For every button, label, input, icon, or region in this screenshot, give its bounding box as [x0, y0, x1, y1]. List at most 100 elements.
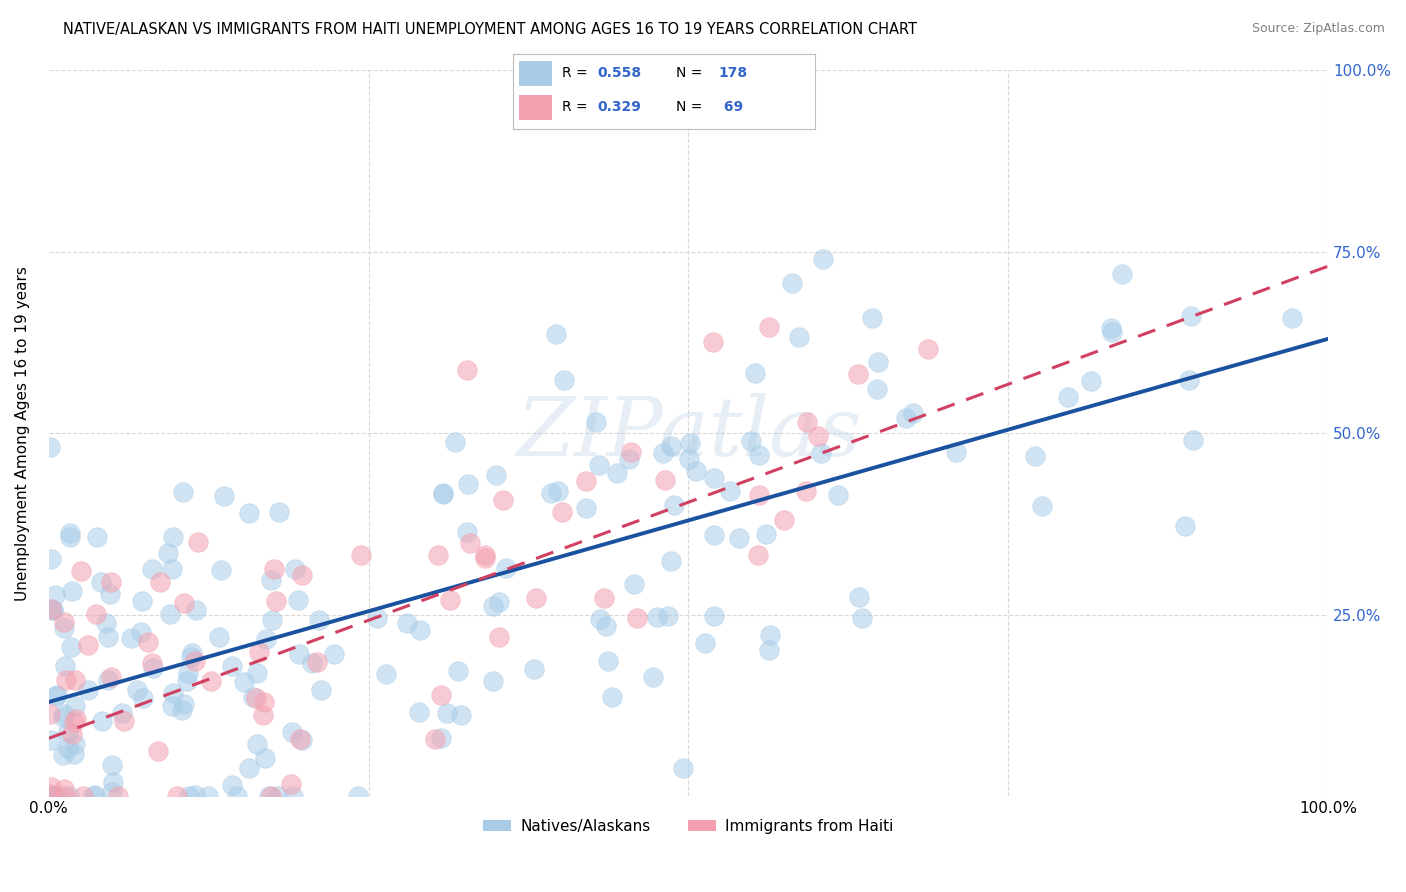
- Point: [748, 487, 770, 501]
- Point: [149, 574, 172, 589]
- Point: [747, 548, 769, 562]
- Point: [685, 464, 707, 478]
- Point: [60, 640, 83, 654]
- Point: [90, 574, 112, 589]
- Point: [806, 429, 828, 443]
- Point: [58, 530, 80, 544]
- Point: [846, 367, 869, 381]
- Point: [540, 486, 562, 500]
- Point: [63, 714, 86, 729]
- Point: [350, 548, 373, 562]
- Point: [585, 415, 607, 429]
- Point: [626, 610, 648, 624]
- Point: [41, 733, 63, 747]
- Point: [288, 731, 311, 746]
- Point: [246, 666, 269, 681]
- Point: [52, 615, 75, 629]
- Point: [53, 621, 76, 635]
- Text: N =: N =: [676, 66, 707, 80]
- Bar: [519, 95, 553, 120]
- Point: [860, 311, 883, 326]
- Point: [425, 731, 447, 746]
- Point: [70, 564, 93, 578]
- Point: [311, 683, 333, 698]
- Point: [39, 787, 62, 801]
- Point: [322, 647, 344, 661]
- Point: [107, 789, 129, 804]
- Point: [1101, 326, 1123, 340]
- Point: [72, 789, 94, 804]
- Point: [866, 355, 889, 369]
- Point: [395, 615, 418, 630]
- Point: [284, 562, 307, 576]
- Point: [409, 624, 432, 638]
- Point: [65, 712, 87, 726]
- Point: [945, 445, 967, 459]
- Point: [619, 451, 641, 466]
- Point: [780, 276, 803, 290]
- Point: [482, 599, 505, 614]
- Point: [546, 327, 568, 342]
- Point: [589, 612, 612, 626]
- Point: [162, 686, 184, 700]
- Point: [436, 706, 458, 720]
- Point: [83, 789, 105, 803]
- Point: [866, 382, 889, 396]
- Point: [450, 707, 472, 722]
- Point: [447, 664, 470, 678]
- Point: [180, 649, 202, 664]
- Point: [97, 673, 120, 687]
- Point: [82, 789, 104, 804]
- Point: [901, 406, 924, 420]
- Point: [759, 628, 782, 642]
- Point: [84, 607, 107, 622]
- Point: [221, 658, 243, 673]
- Point: [60, 726, 83, 740]
- Text: R =: R =: [561, 101, 592, 114]
- Point: [253, 751, 276, 765]
- Point: [159, 607, 181, 622]
- Point: [233, 674, 256, 689]
- Point: [52, 789, 75, 804]
- Point: [1111, 267, 1133, 281]
- Point: [457, 477, 479, 491]
- Point: [41, 552, 63, 566]
- Point: [98, 587, 121, 601]
- Point: [200, 673, 222, 688]
- Point: [100, 758, 122, 772]
- Point: [172, 485, 194, 500]
- Point: [672, 761, 695, 775]
- Point: [523, 662, 546, 676]
- Bar: [519, 62, 553, 87]
- Point: [456, 525, 478, 540]
- Point: [211, 563, 233, 577]
- Point: [120, 631, 142, 645]
- Point: [727, 531, 749, 545]
- Point: [260, 789, 283, 804]
- Point: [56, 740, 79, 755]
- Point: [131, 594, 153, 608]
- Point: [39, 789, 62, 804]
- Text: 0.558: 0.558: [598, 66, 643, 80]
- Point: [659, 554, 682, 568]
- Point: [460, 536, 482, 550]
- Point: [173, 697, 195, 711]
- Point: [652, 446, 675, 460]
- Text: N =: N =: [676, 101, 707, 114]
- Point: [748, 448, 770, 462]
- Point: [41, 789, 63, 804]
- Point: [184, 654, 207, 668]
- Point: [254, 632, 277, 647]
- Point: [46, 688, 69, 702]
- Point: [596, 654, 619, 668]
- Point: [524, 591, 547, 605]
- Point: [59, 526, 82, 541]
- Point: [432, 486, 454, 500]
- Point: [474, 550, 496, 565]
- Point: [575, 501, 598, 516]
- Point: [773, 513, 796, 527]
- Text: 178: 178: [718, 66, 748, 80]
- Point: [58, 789, 80, 804]
- Point: [287, 592, 309, 607]
- Legend: Natives/Alaskans, Immigrants from Haiti: Natives/Alaskans, Immigrants from Haiti: [477, 813, 900, 839]
